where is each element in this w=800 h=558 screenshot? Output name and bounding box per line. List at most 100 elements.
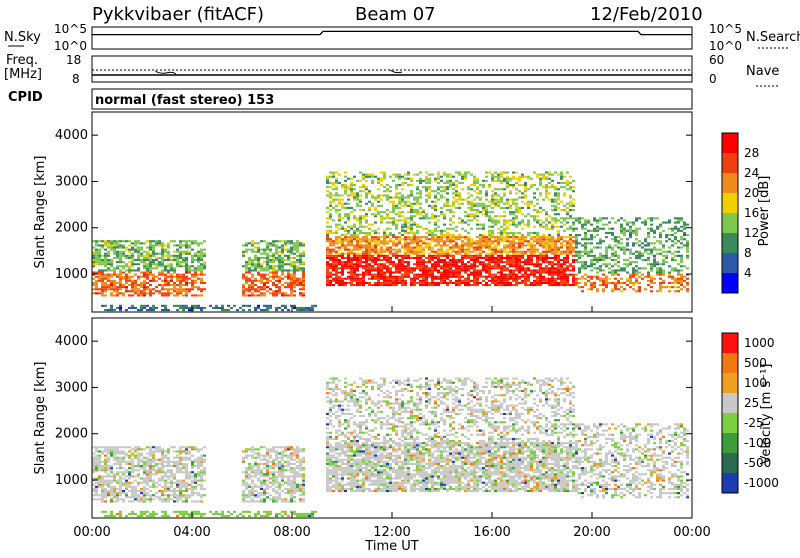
power-cell [512, 221, 515, 224]
power-cell [245, 265, 248, 268]
power-cell [119, 284, 122, 287]
power-cell [344, 175, 347, 178]
power-cell [572, 217, 575, 220]
power-cell [140, 254, 143, 257]
power-cell [419, 281, 422, 284]
power-cell [146, 292, 149, 295]
power-cell [200, 254, 203, 257]
power-cell [581, 250, 584, 253]
power-cell [530, 244, 533, 247]
power-cell [584, 223, 587, 226]
power-cell [452, 234, 455, 237]
power-cell [524, 284, 527, 287]
velocity-cell [131, 475, 134, 478]
power-cell [683, 265, 686, 268]
power-cell [359, 209, 362, 212]
power-cell [461, 265, 464, 268]
power-cell [515, 204, 518, 207]
power-cell [650, 248, 653, 251]
power-cell [119, 306, 122, 309]
power-cell [488, 231, 491, 234]
power-cell [596, 234, 599, 237]
power-cell [497, 242, 500, 245]
power-cell [383, 171, 386, 174]
power-cell [191, 242, 194, 245]
power-cell [557, 202, 560, 205]
power-cell [551, 250, 554, 253]
power-cell [413, 196, 416, 199]
power-cell [629, 236, 632, 239]
velocity-cell [116, 492, 119, 495]
power-cell [467, 240, 470, 243]
power-cell [248, 286, 251, 289]
power-cell [200, 259, 203, 262]
power-cell [659, 277, 662, 280]
power-cell [299, 254, 302, 257]
power-cell [569, 238, 572, 241]
power-cell [452, 271, 455, 274]
power-cell [545, 171, 548, 174]
velocity-cell [116, 496, 119, 499]
power-cell [467, 206, 470, 209]
power-cell [662, 246, 665, 249]
power-cell [170, 259, 173, 262]
power-cell [416, 198, 419, 201]
power-cell [479, 269, 482, 272]
power-cell [173, 254, 176, 257]
power-cell [344, 213, 347, 216]
power-cell [467, 275, 470, 278]
power-cell [425, 227, 428, 230]
power-cell [563, 240, 566, 243]
power-cell [401, 273, 404, 276]
power-cell [680, 273, 683, 276]
power-cell [278, 240, 281, 243]
power-cell [494, 221, 497, 224]
power-cell [449, 181, 452, 184]
power-cell [476, 252, 479, 255]
power-cell [431, 275, 434, 278]
power-cell [401, 204, 404, 207]
power-cell [593, 227, 596, 230]
power-cell [518, 246, 521, 249]
velocity-cell [107, 452, 110, 455]
power-cell [413, 215, 416, 218]
power-cell [482, 261, 485, 264]
power-cell [335, 188, 338, 191]
power-cell [398, 177, 401, 180]
power-cell [167, 294, 170, 297]
power-cell [299, 277, 302, 280]
power-cell [515, 256, 518, 259]
power-cell [596, 271, 599, 274]
velocity-cell [113, 456, 116, 459]
power-cell [242, 254, 245, 257]
velocity-cell [101, 452, 104, 455]
velocity-cell [119, 475, 122, 478]
power-cell [557, 275, 560, 278]
power-cell [452, 281, 455, 284]
power-cell [293, 246, 296, 249]
power-cell [458, 198, 461, 201]
power-cell [332, 231, 335, 234]
power-cell [113, 286, 116, 289]
power-cell [554, 221, 557, 224]
power-cell [497, 204, 500, 207]
power-cell [518, 221, 521, 224]
power-cell [578, 217, 581, 220]
power-cell [509, 179, 512, 182]
power-cell [542, 267, 545, 270]
power-cell [617, 246, 620, 249]
power-cell [485, 198, 488, 201]
power-cell [182, 279, 185, 282]
power-cell [362, 215, 365, 218]
velocity-cell [101, 465, 104, 468]
power-cell [140, 281, 143, 284]
power-cell [680, 254, 683, 257]
power-cell [476, 254, 479, 257]
power-cell [263, 277, 266, 280]
power-cell [521, 234, 524, 237]
velocity-cell [143, 492, 146, 495]
power-cell [392, 200, 395, 203]
velocity-cell [107, 494, 110, 497]
power-cell [602, 284, 605, 287]
power-cell [395, 267, 398, 270]
